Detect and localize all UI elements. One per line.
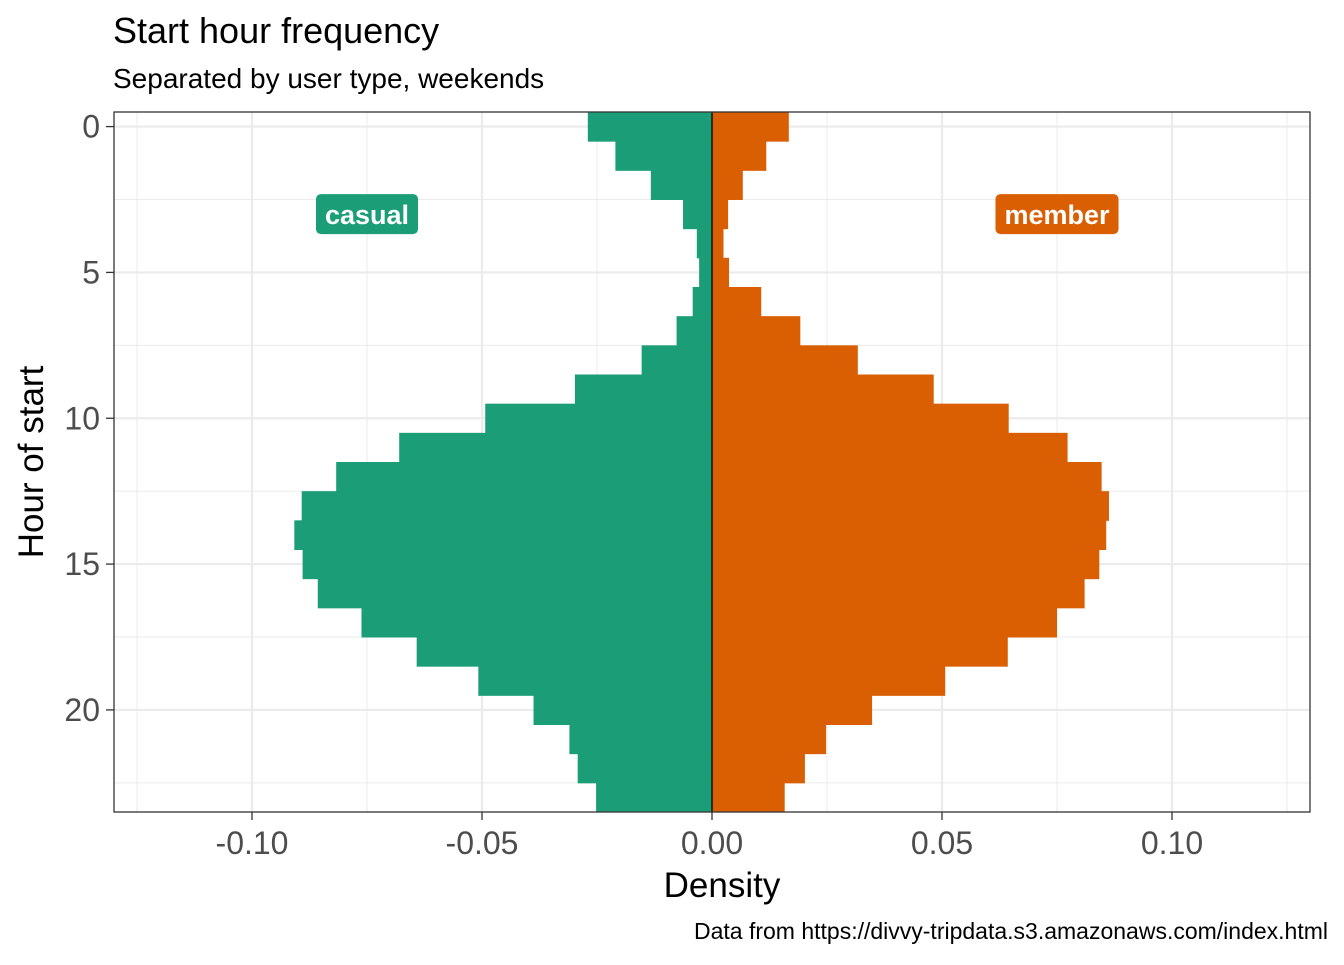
bar-casual-hour-8 bbox=[641, 345, 712, 375]
bar-member-hour-14 bbox=[712, 520, 1107, 550]
x-tick-label: -0.05 bbox=[446, 825, 519, 861]
bar-member-hour-11 bbox=[712, 432, 1068, 463]
series-label-text: casual bbox=[325, 200, 409, 230]
bar-casual-hour-11 bbox=[399, 432, 712, 463]
bar-member-hour-12 bbox=[712, 462, 1102, 492]
x-tick-label: 0.05 bbox=[911, 825, 973, 861]
bar-casual-hour-7 bbox=[676, 316, 712, 346]
series-label-member: member bbox=[995, 194, 1119, 235]
bar-member-hour-10 bbox=[712, 403, 1009, 434]
bar-casual-hour-19 bbox=[478, 666, 712, 696]
bar-member-hour-7 bbox=[712, 316, 801, 346]
bar-casual-hour-6 bbox=[692, 287, 712, 317]
bar-casual-hour-0 bbox=[587, 112, 712, 142]
bar-member-hour-15 bbox=[712, 549, 1100, 580]
bar-casual-hour-10 bbox=[485, 403, 712, 434]
bar-member-hour-20 bbox=[712, 695, 873, 725]
bar-member-hour-6 bbox=[712, 287, 762, 317]
bar-casual-hour-17 bbox=[361, 607, 712, 638]
bar-member-hour-9 bbox=[712, 374, 934, 405]
y-tick-label: 20 bbox=[64, 692, 100, 728]
chart-subtitle: Separated by user type, weekends bbox=[113, 63, 544, 94]
bar-member-hour-0 bbox=[712, 112, 789, 142]
bar-member-hour-5 bbox=[712, 257, 730, 288]
bar-casual-hour-3 bbox=[683, 199, 712, 230]
bar-casual-hour-9 bbox=[574, 374, 712, 405]
bar-casual-hour-23 bbox=[596, 782, 712, 813]
bar-member-hour-2 bbox=[712, 170, 743, 200]
y-axis-ticks: 0 5 10 15 20 bbox=[64, 109, 114, 728]
x-axis-title: Density bbox=[664, 866, 781, 905]
x-tick-label: 0.00 bbox=[681, 825, 743, 861]
bar-member-hour-21 bbox=[712, 724, 827, 755]
bar-casual-hour-21 bbox=[569, 724, 712, 755]
bars bbox=[294, 112, 1109, 813]
series-labels: casual member bbox=[315, 194, 1119, 235]
bar-casual-hour-16 bbox=[317, 578, 712, 609]
bar-casual-hour-12 bbox=[336, 462, 712, 492]
series-label-box bbox=[995, 194, 1119, 235]
bar-member-hour-1 bbox=[712, 141, 767, 171]
bar-casual-hour-2 bbox=[650, 170, 712, 200]
series-label-text: member bbox=[1004, 200, 1110, 230]
bar-casual-hour-20 bbox=[533, 695, 712, 725]
bar-member-hour-22 bbox=[712, 753, 805, 784]
bar-casual-hour-5 bbox=[699, 257, 712, 288]
chart-caption: Data from https://divvy-tripdata.s3.amaz… bbox=[694, 918, 1328, 944]
bar-member-hour-18 bbox=[712, 637, 1008, 667]
bar-casual-hour-18 bbox=[416, 637, 712, 667]
bar-member-hour-17 bbox=[712, 607, 1057, 638]
bar-member-hour-8 bbox=[712, 345, 858, 375]
bar-casual-hour-1 bbox=[615, 141, 712, 171]
y-tick-label: 10 bbox=[64, 400, 100, 436]
series-label-box bbox=[315, 194, 419, 235]
x-tick-label: -0.10 bbox=[216, 825, 289, 861]
y-axis-title: Hour of start bbox=[12, 365, 51, 558]
bar-casual-hour-4 bbox=[696, 228, 712, 259]
bar-casual-hour-14 bbox=[294, 520, 712, 550]
bar-member-hour-13 bbox=[712, 491, 1109, 521]
bar-casual-hour-13 bbox=[301, 491, 712, 521]
x-tick-label: 0.10 bbox=[1141, 825, 1203, 861]
y-tick-label: 0 bbox=[82, 109, 100, 145]
y-tick-label: 5 bbox=[82, 254, 100, 290]
bar-member-hour-23 bbox=[712, 782, 785, 813]
bar-casual-hour-15 bbox=[302, 549, 712, 580]
y-tick-label: 15 bbox=[64, 546, 100, 582]
bar-casual-hour-22 bbox=[577, 753, 712, 784]
bar-member-hour-16 bbox=[712, 578, 1085, 609]
chart-title: Start hour frequency bbox=[113, 10, 439, 51]
bar-member-hour-3 bbox=[712, 199, 729, 230]
x-axis-ticks: -0.10 -0.05 0.00 0.05 0.10 bbox=[216, 812, 1203, 861]
bar-member-hour-4 bbox=[712, 228, 724, 259]
series-label-casual: casual bbox=[315, 194, 419, 235]
bar-member-hour-19 bbox=[712, 666, 946, 696]
